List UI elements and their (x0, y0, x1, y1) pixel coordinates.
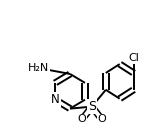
Text: S: S (88, 100, 96, 113)
Text: N: N (51, 93, 60, 106)
Text: H₂N: H₂N (28, 63, 49, 73)
Text: O: O (78, 115, 86, 125)
Text: O: O (97, 115, 106, 125)
Text: Cl: Cl (128, 53, 139, 63)
